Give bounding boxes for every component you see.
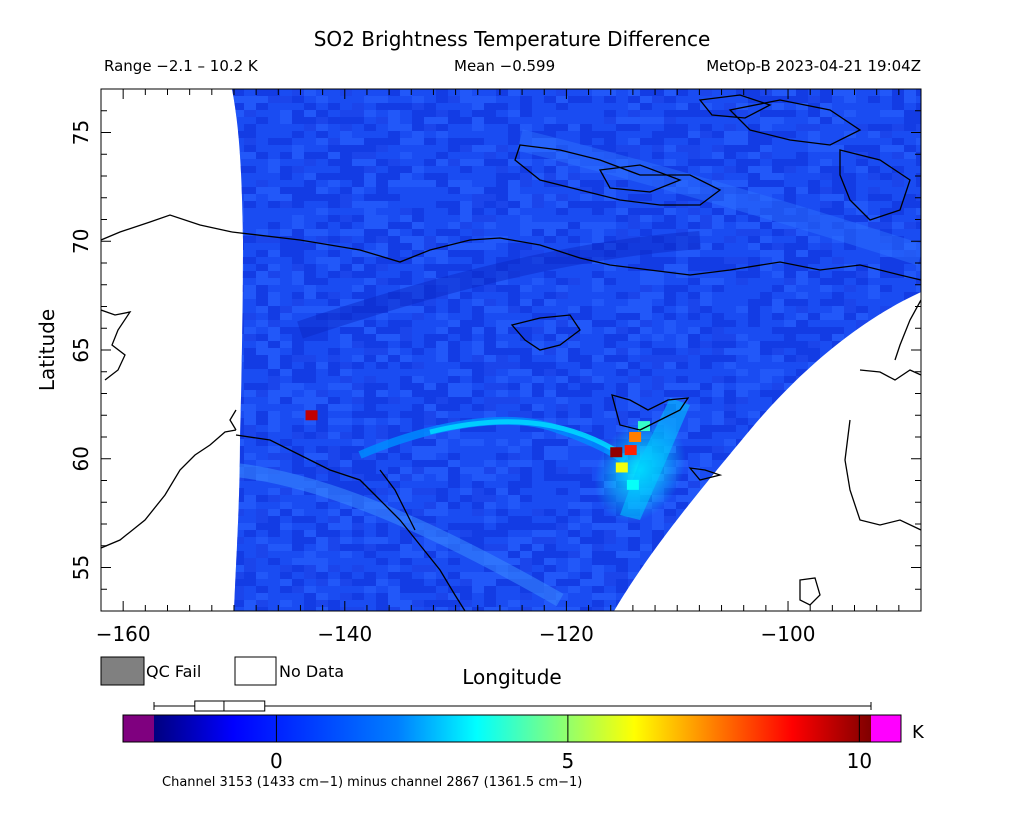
legend-qc-fail-label: QC Fail	[146, 662, 201, 681]
y-tick-label: 65	[69, 337, 93, 362]
coastline	[229, 409, 237, 431]
coastline	[728, 99, 862, 146]
y-axis-label: Latitude	[35, 309, 59, 391]
legend-no-data: No Data	[234, 656, 344, 686]
hotspot-cell	[626, 479, 639, 490]
x-tick-label: −160	[96, 622, 151, 646]
y-tick-label: 75	[69, 120, 93, 145]
chart-title: SO2 Brightness Temperature Difference	[314, 27, 711, 51]
colorbar-over	[871, 715, 901, 742]
legend-no-data-swatch	[234, 656, 277, 686]
colorbar-gradient	[154, 715, 871, 742]
colorbar-box-whisker	[153, 700, 872, 712]
hotspot-cell	[615, 462, 628, 473]
colorbar-tick-label: 10	[847, 749, 872, 773]
coastline	[379, 469, 416, 531]
y-axis: 55 60 65 70 75	[69, 88, 921, 612]
plume-arc-core	[429, 419, 617, 453]
colorbar-caption: Channel 3153 (1433 cm−1) minus channel 2…	[162, 775, 582, 790]
coastline	[235, 434, 466, 611]
x-tick-label: −140	[317, 622, 372, 646]
legend-no-data-label: No Data	[279, 662, 344, 681]
colorbar-unit: K	[912, 722, 925, 743]
hotspot-cell	[610, 447, 623, 458]
coastline	[844, 419, 921, 531]
coastline	[101, 214, 233, 241]
coastline	[611, 394, 690, 431]
coastline	[101, 309, 132, 381]
coastline	[799, 577, 821, 606]
band-streak	[235, 463, 564, 607]
legend-qc-fail-swatch	[100, 656, 145, 686]
colorbar: 0 5 10 K Channel 3153 (1433 cm−1) minus ch…	[122, 700, 925, 790]
coastline	[514, 144, 722, 206]
coastline	[231, 231, 921, 281]
hotspot-cell	[624, 445, 637, 456]
coastline	[598, 164, 682, 193]
box-iqr	[194, 700, 266, 712]
band-streak	[297, 231, 701, 339]
x-axis: −160 −140 −120 −100	[96, 89, 922, 646]
coastline	[859, 369, 921, 381]
x-tick-label: −100	[761, 622, 816, 646]
coastline	[839, 149, 911, 221]
hotspot-cell	[637, 421, 650, 432]
plot-area	[101, 89, 921, 611]
x-axis-label: Longitude	[462, 665, 561, 689]
coastline	[101, 429, 237, 549]
header-mean: Mean −0.599	[454, 57, 555, 75]
hotspot-cell	[305, 410, 318, 421]
header-range: Range −2.1 – 10.2 K	[104, 57, 259, 75]
colorbar-tick-label: 0	[270, 749, 283, 773]
legend-qc-fail: QC Fail	[100, 656, 201, 686]
header-satellite-time: MetOp-B 2023-04-21 19:04Z	[706, 57, 921, 75]
colorbar-under	[123, 715, 154, 742]
colorbar-tick-label: 5	[562, 749, 575, 773]
coastline	[894, 299, 921, 361]
coastlines	[101, 94, 921, 611]
hotspot-cell	[629, 432, 642, 442]
coastline	[698, 94, 772, 119]
coastline	[688, 467, 723, 481]
colorbar-ticks: 0 5 10	[270, 715, 872, 773]
y-tick-label: 60	[69, 446, 93, 471]
y-tick-label: 55	[69, 555, 93, 580]
y-tick-label: 70	[69, 229, 93, 254]
x-tick-label: −120	[539, 622, 594, 646]
coastline	[510, 314, 581, 351]
